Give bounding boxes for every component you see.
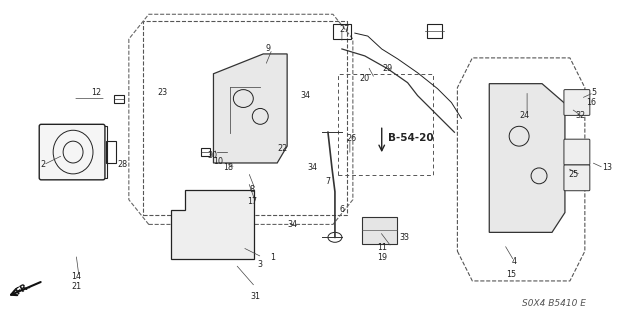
- Text: 20: 20: [360, 74, 370, 83]
- Text: 27: 27: [340, 25, 350, 34]
- Text: 1: 1: [269, 253, 275, 262]
- Bar: [362, 217, 397, 244]
- Text: 28: 28: [118, 160, 128, 170]
- Text: 5: 5: [591, 88, 596, 97]
- Bar: [143, 21, 347, 214]
- Text: S0X4 B5410 E: S0X4 B5410 E: [522, 299, 586, 308]
- Bar: [338, 74, 433, 175]
- Text: 14: 14: [71, 272, 81, 282]
- Polygon shape: [171, 190, 254, 259]
- Text: 25: 25: [569, 170, 579, 180]
- FancyBboxPatch shape: [564, 139, 590, 165]
- Text: 22: 22: [277, 144, 287, 153]
- Text: 17: 17: [247, 197, 257, 206]
- FancyBboxPatch shape: [564, 90, 590, 116]
- Text: 18: 18: [223, 164, 234, 172]
- Text: 30: 30: [207, 150, 218, 160]
- Text: 12: 12: [91, 88, 101, 97]
- Text: 8: 8: [250, 185, 255, 194]
- Text: 13: 13: [602, 164, 612, 172]
- Text: 9: 9: [266, 44, 271, 53]
- Text: 10: 10: [214, 157, 223, 166]
- Text: 19: 19: [377, 253, 387, 262]
- Polygon shape: [489, 84, 565, 232]
- FancyBboxPatch shape: [564, 165, 590, 191]
- Text: 7: 7: [325, 177, 330, 186]
- Text: 15: 15: [506, 269, 516, 278]
- Text: 26: 26: [347, 134, 357, 143]
- Text: 34: 34: [300, 91, 310, 100]
- Text: 4: 4: [511, 257, 516, 266]
- Text: 3: 3: [258, 260, 263, 268]
- Polygon shape: [214, 54, 287, 163]
- Text: 31: 31: [250, 292, 260, 301]
- Text: 29: 29: [383, 64, 393, 73]
- FancyBboxPatch shape: [39, 124, 105, 180]
- Text: 34: 34: [307, 164, 317, 172]
- Text: 21: 21: [71, 282, 81, 292]
- Text: 24: 24: [519, 111, 529, 120]
- Text: FR.: FR.: [14, 281, 33, 297]
- Text: B-54-20: B-54-20: [388, 133, 433, 143]
- Text: 16: 16: [586, 98, 596, 107]
- Text: 2: 2: [41, 160, 46, 170]
- Text: 34: 34: [287, 220, 297, 229]
- Text: 6: 6: [339, 205, 344, 214]
- Text: 32: 32: [576, 111, 586, 120]
- Text: 23: 23: [157, 88, 168, 97]
- Text: 33: 33: [399, 233, 410, 242]
- Text: 11: 11: [377, 243, 387, 252]
